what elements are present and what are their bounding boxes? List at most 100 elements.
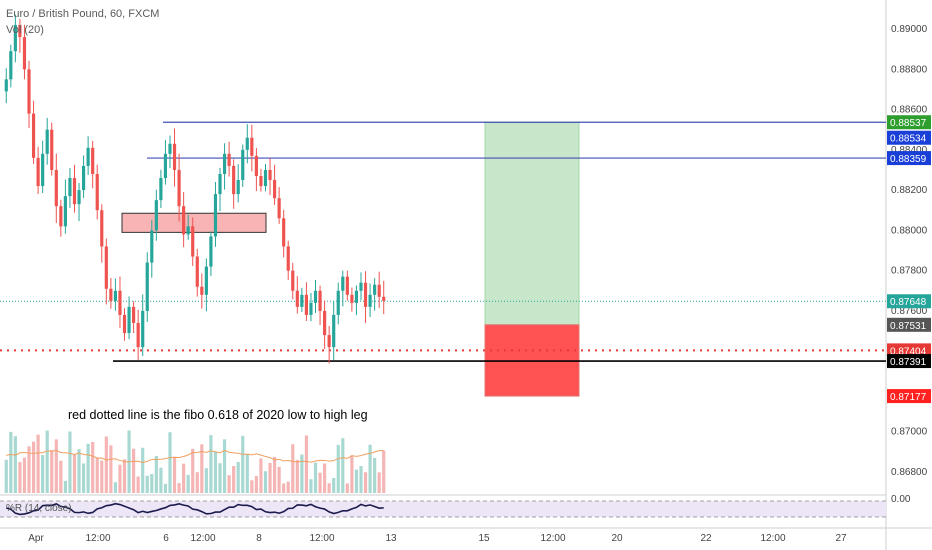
candle-body [31, 113, 36, 158]
price-tag [887, 130, 931, 145]
candle-body [291, 270, 295, 291]
volume-bar [72, 454, 77, 493]
candle-body [91, 147, 95, 174]
price-tag [887, 294, 931, 309]
volume-bar [154, 455, 158, 493]
volume-bar [104, 436, 108, 493]
volume-bar [136, 476, 140, 493]
y-tick-label: 0.88400 [891, 145, 928, 156]
volume-bar [213, 452, 218, 493]
candle-body [77, 190, 81, 205]
candle-body [204, 266, 208, 295]
volume-bar [77, 449, 81, 493]
price-tag [887, 317, 931, 332]
candle-body [272, 180, 277, 199]
y-tick-label: 0.87600 [891, 306, 928, 317]
volume-bar [259, 458, 263, 493]
candle-body [336, 290, 340, 315]
volume-bar [263, 471, 268, 493]
volume-bar [277, 466, 281, 493]
x-tick-label: 12:00 [85, 533, 110, 544]
candle-body [127, 306, 131, 334]
candle-body [245, 137, 249, 150]
price-tag [887, 354, 931, 369]
x-tick-label: 6 [163, 533, 169, 544]
candle-body [236, 180, 240, 195]
candle-body [323, 310, 327, 336]
volume-bar [350, 455, 354, 493]
x-tick-label: Apr [28, 533, 44, 544]
volume-bar [272, 456, 277, 493]
candle-body [22, 37, 27, 70]
candle-body [154, 200, 158, 231]
volume-bar [354, 469, 359, 493]
volume-bar [295, 459, 299, 493]
volume-bar [186, 474, 190, 493]
volume-bar [54, 439, 58, 493]
y-tick-label: 0.87000 [891, 427, 928, 438]
symbol-title: Euro / British Pound, 60, FXCM [6, 8, 160, 20]
candle-body [341, 276, 345, 291]
volume-bar [304, 435, 309, 493]
candle-body [259, 175, 263, 187]
candle-body [86, 147, 90, 166]
candle-body [313, 290, 318, 303]
candle-body [109, 288, 113, 301]
x-tick-label: 22 [700, 533, 712, 544]
candle-body [118, 290, 122, 315]
volume-bar [145, 475, 149, 493]
price-tag-label: 0.88537 [890, 118, 927, 129]
candle-body [195, 256, 199, 287]
oscillator-band [0, 501, 886, 517]
volume-bar [254, 476, 258, 493]
volume-bar [22, 457, 27, 493]
candle-body [241, 149, 245, 181]
candle-body [159, 178, 163, 201]
candle-body [300, 294, 304, 307]
candle-body [373, 284, 377, 295]
candle-body [332, 314, 336, 348]
volume-bar [200, 444, 204, 493]
candle-body [13, 24, 17, 52]
candle-body [368, 294, 372, 307]
volume-bar [91, 441, 95, 493]
y-tick-label: 0.89000 [891, 24, 928, 35]
candle-body [227, 153, 231, 166]
x-tick-label: 27 [835, 533, 847, 544]
candle-body [136, 322, 140, 348]
volume-bar [332, 478, 336, 493]
candle-body [309, 302, 313, 315]
volume-bar [59, 460, 63, 493]
candle-body [318, 290, 322, 311]
candle-body [150, 230, 154, 263]
candle-body [191, 226, 195, 257]
x-tick-label: 15 [478, 533, 490, 544]
volume-bar [191, 448, 195, 493]
x-tick-label: 13 [385, 533, 397, 544]
candle-body [359, 282, 363, 291]
oscillator-axis-label: 0.00 [891, 494, 911, 505]
candle-body [345, 276, 349, 295]
candle-body [222, 153, 227, 174]
candle-body [9, 51, 13, 80]
volume-bar [323, 463, 327, 493]
volume-bar [141, 447, 145, 493]
volume-bar [313, 462, 318, 493]
candle-body [168, 143, 172, 154]
volume-bar [9, 431, 13, 493]
candle-body [172, 143, 177, 170]
candle-body [145, 262, 149, 311]
candle-body [95, 173, 99, 211]
volume-bar [41, 455, 45, 493]
price-tag [887, 389, 931, 404]
candle-body [277, 198, 281, 219]
candle-body [163, 153, 168, 179]
oscillator-label: %R (14, close) [6, 503, 72, 514]
candle-body [218, 173, 222, 195]
annotation-text: red dotted line is the fibo 0.618 of 202… [68, 408, 368, 422]
volume-bar [282, 483, 286, 493]
volume-bar [250, 480, 254, 493]
candle-body [27, 69, 31, 114]
